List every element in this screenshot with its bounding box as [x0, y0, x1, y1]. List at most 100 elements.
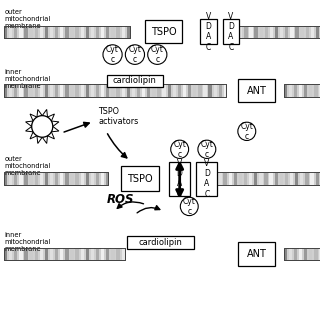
- Bar: [30, 248, 33, 260]
- Bar: [75, 248, 79, 260]
- Polygon shape: [51, 121, 59, 126]
- Circle shape: [198, 140, 216, 158]
- Bar: [145, 20, 182, 44]
- Bar: [239, 173, 242, 185]
- Bar: [75, 173, 79, 185]
- Bar: [213, 84, 217, 97]
- Bar: [4, 26, 7, 38]
- Bar: [300, 26, 304, 38]
- Polygon shape: [42, 136, 48, 143]
- Bar: [30, 84, 33, 97]
- Text: inner
mitochondrial
membrane: inner mitochondrial membrane: [4, 69, 51, 89]
- Text: outer
mitochondrial
membrane: outer mitochondrial membrane: [4, 155, 51, 175]
- Bar: [70, 26, 74, 38]
- Bar: [111, 26, 115, 38]
- Bar: [283, 248, 320, 260]
- Bar: [50, 26, 53, 38]
- Bar: [86, 173, 89, 185]
- Bar: [265, 26, 268, 38]
- Bar: [4, 173, 108, 185]
- Circle shape: [125, 45, 144, 64]
- Bar: [122, 26, 125, 38]
- Text: inner
mitochondrial
membrane: inner mitochondrial membrane: [4, 232, 51, 252]
- Bar: [40, 26, 43, 38]
- Polygon shape: [51, 126, 59, 132]
- Bar: [259, 173, 263, 185]
- Text: ROS: ROS: [107, 194, 134, 206]
- Bar: [306, 26, 309, 38]
- Bar: [213, 173, 320, 185]
- Polygon shape: [26, 121, 33, 126]
- Bar: [319, 248, 320, 260]
- Bar: [316, 173, 319, 185]
- Bar: [274, 173, 278, 185]
- Bar: [152, 84, 155, 97]
- Text: Cyt
c: Cyt c: [200, 140, 213, 159]
- Bar: [81, 173, 84, 185]
- Bar: [238, 242, 275, 266]
- Bar: [86, 248, 89, 260]
- Bar: [75, 84, 79, 97]
- Text: cardiolipin: cardiolipin: [139, 238, 182, 247]
- Bar: [101, 173, 104, 185]
- Bar: [121, 166, 159, 192]
- Text: Cyt
c: Cyt c: [106, 45, 119, 64]
- Bar: [244, 26, 247, 38]
- Bar: [117, 84, 120, 97]
- Polygon shape: [37, 136, 42, 143]
- Bar: [314, 84, 317, 97]
- Text: ANT: ANT: [247, 249, 266, 259]
- Bar: [30, 26, 33, 38]
- Bar: [106, 84, 109, 97]
- Text: Cyt
c: Cyt c: [240, 122, 253, 141]
- Text: V
D
A
C: V D A C: [177, 159, 183, 199]
- Bar: [50, 84, 53, 97]
- Text: V
D
A
C: V D A C: [204, 159, 210, 199]
- Bar: [91, 173, 94, 185]
- Polygon shape: [48, 114, 55, 121]
- Bar: [24, 173, 28, 185]
- Bar: [198, 84, 202, 97]
- Bar: [45, 248, 48, 260]
- Bar: [4, 26, 130, 38]
- Bar: [132, 84, 135, 97]
- Bar: [314, 248, 317, 260]
- Bar: [55, 173, 58, 185]
- Text: V
D
A
C: V D A C: [205, 11, 212, 52]
- Bar: [19, 84, 22, 97]
- Bar: [19, 26, 22, 38]
- Circle shape: [32, 116, 53, 137]
- Text: Cyt
c: Cyt c: [151, 45, 164, 64]
- Bar: [290, 26, 294, 38]
- Bar: [70, 248, 74, 260]
- Bar: [196, 162, 217, 196]
- Bar: [9, 173, 12, 185]
- Bar: [283, 84, 287, 97]
- Bar: [96, 248, 99, 260]
- Bar: [249, 173, 252, 185]
- Bar: [35, 26, 38, 38]
- Bar: [280, 26, 283, 38]
- Bar: [55, 248, 58, 260]
- Bar: [50, 173, 53, 185]
- Bar: [289, 84, 292, 97]
- Text: outer
mitochondrial
membrane: outer mitochondrial membrane: [4, 9, 51, 29]
- Bar: [147, 84, 151, 97]
- Bar: [24, 84, 28, 97]
- Bar: [55, 26, 58, 38]
- Bar: [234, 26, 320, 38]
- Bar: [304, 248, 307, 260]
- Bar: [280, 173, 283, 185]
- Bar: [106, 248, 109, 260]
- Bar: [4, 84, 226, 97]
- Bar: [122, 84, 125, 97]
- Bar: [86, 84, 89, 97]
- Bar: [9, 84, 12, 97]
- Bar: [222, 19, 239, 45]
- Bar: [4, 173, 108, 185]
- Bar: [283, 84, 320, 97]
- Bar: [285, 173, 288, 185]
- Bar: [75, 26, 79, 38]
- Circle shape: [180, 197, 198, 215]
- Bar: [208, 84, 212, 97]
